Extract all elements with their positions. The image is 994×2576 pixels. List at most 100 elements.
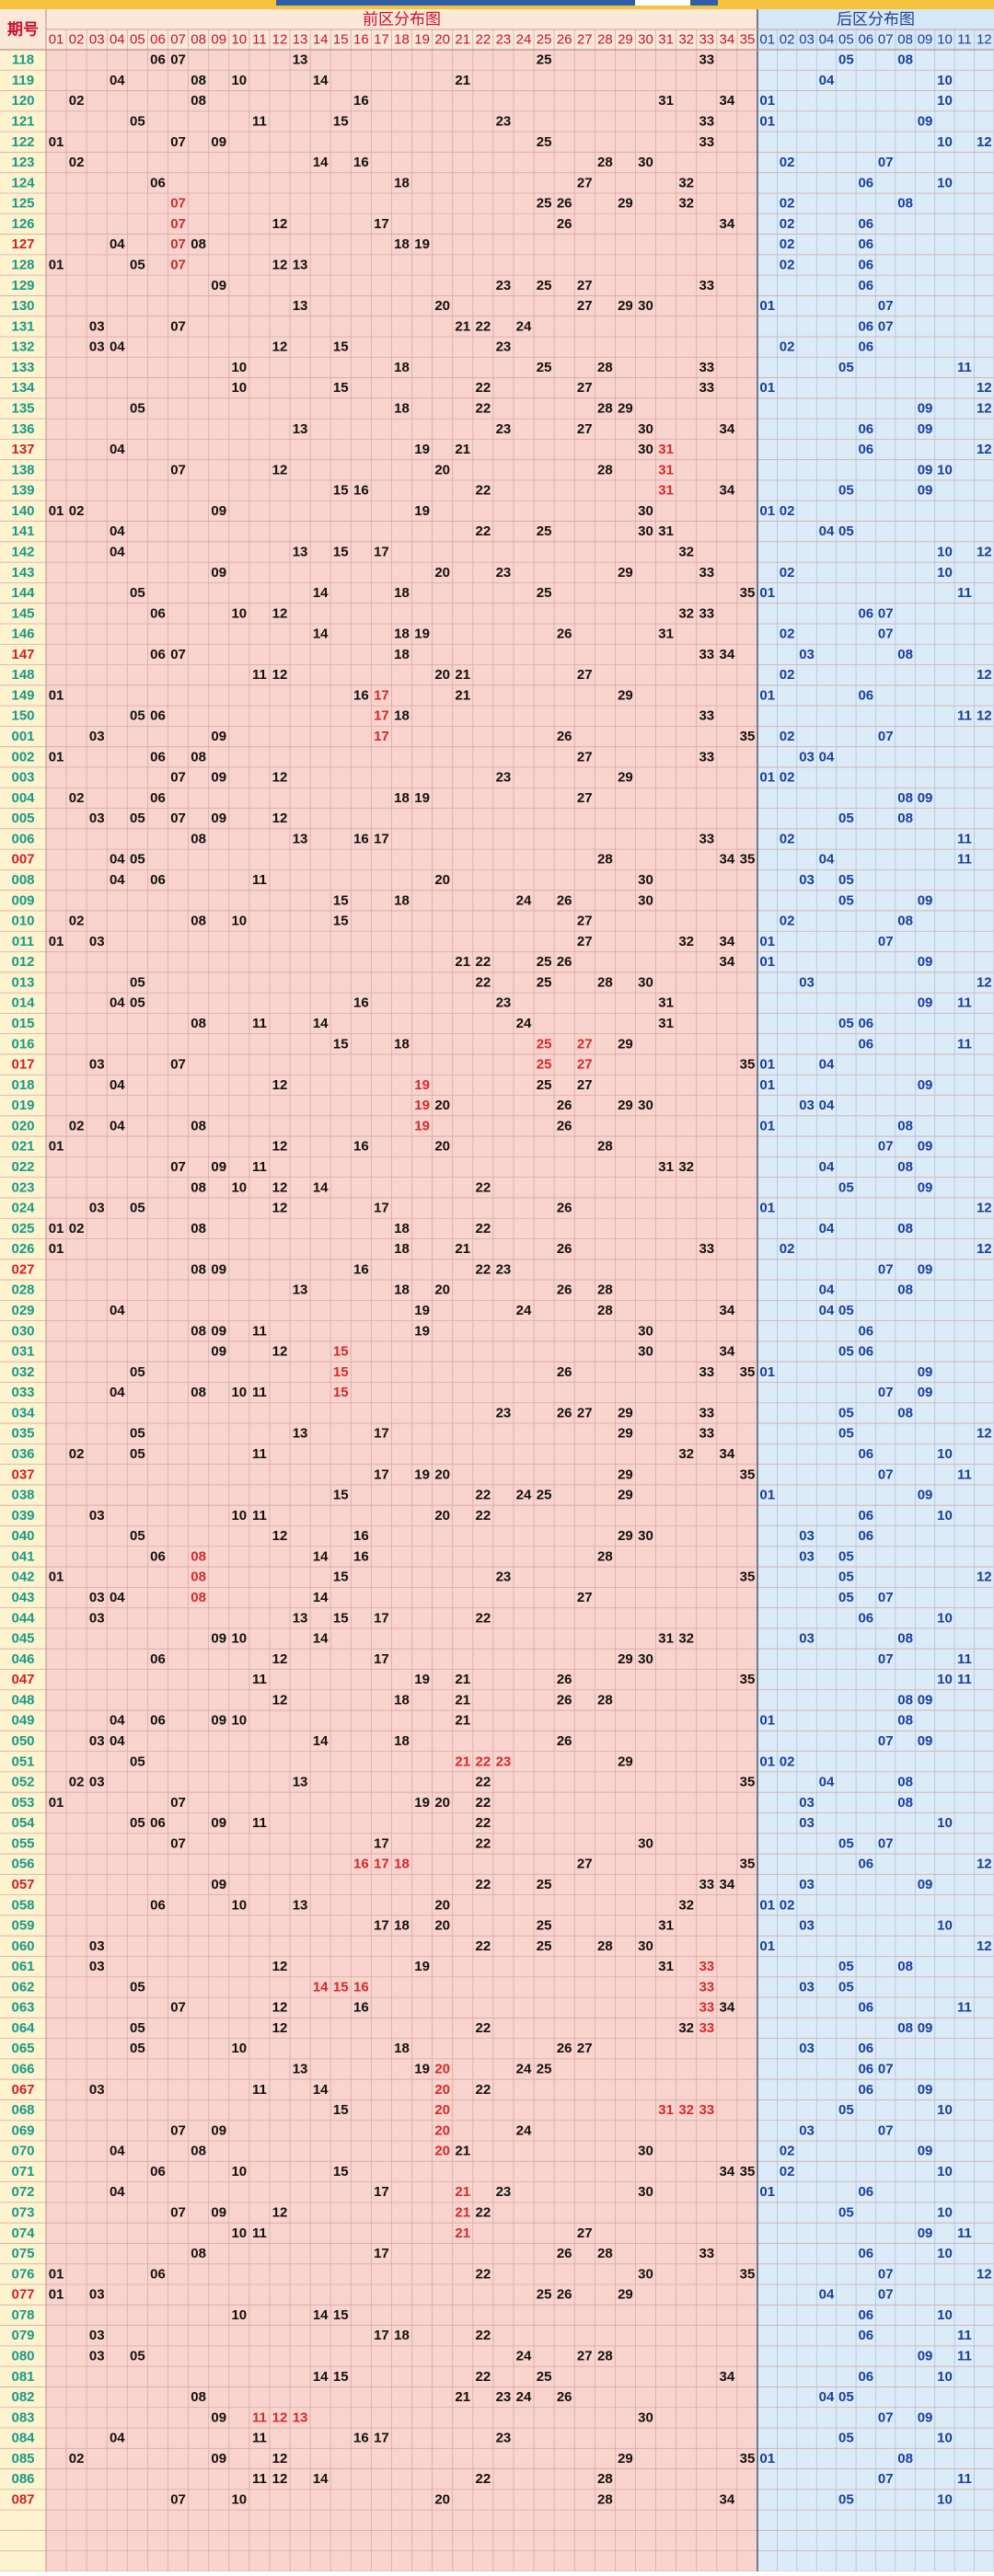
front-number: 06	[150, 647, 166, 662]
front-number: 20	[434, 1795, 450, 1811]
back-number: 12	[977, 442, 992, 457]
front-number: 33	[699, 1426, 714, 1442]
back-number: 12	[977, 708, 992, 724]
front-number: 21	[455, 1672, 470, 1687]
front-number: 01	[49, 1795, 64, 1811]
front-number: 18	[394, 175, 410, 190]
back-number: 01	[759, 1364, 775, 1380]
front-number: 02	[69, 1221, 85, 1236]
front-number: 15	[333, 2369, 349, 2385]
back-number: 11	[957, 2328, 972, 2343]
front-number: 27	[577, 2225, 593, 2241]
issue-number: 149	[11, 687, 34, 703]
front-number: 20	[434, 1282, 450, 1298]
front-number: 33	[699, 360, 714, 375]
front-number: 23	[496, 278, 512, 293]
front-number: 02	[69, 1775, 85, 1790]
front-number: 26	[557, 2389, 572, 2405]
issue-number: 026	[11, 1241, 34, 1257]
front-number: 30	[638, 1835, 653, 1851]
front-number: 32	[678, 1897, 694, 1913]
front-number: 13	[293, 421, 308, 437]
issue-number: 148	[11, 667, 34, 683]
front-number: 32	[678, 196, 694, 212]
front-number: 17	[374, 1918, 389, 1934]
front-number: 20	[434, 1918, 450, 1934]
back-number: 10	[937, 73, 953, 88]
front-number: 07	[170, 1159, 186, 1175]
front-number: 09	[211, 729, 226, 744]
back-number: 04	[819, 2287, 835, 2303]
back-number: 01	[759, 687, 775, 703]
back-number: 03	[799, 1877, 815, 1892]
front-number: 23	[496, 1261, 512, 1277]
back-number: 06	[858, 421, 873, 437]
back-number: 06	[858, 339, 873, 355]
back-number: 01	[759, 1754, 775, 1769]
front-number: 03	[89, 1733, 105, 1749]
front-number: 28	[597, 462, 613, 477]
front-number: 31	[658, 93, 674, 109]
back-number: 12	[977, 1857, 992, 1872]
front-number: 07	[170, 811, 186, 826]
back-column-label: 07	[878, 32, 894, 48]
front-number: 22	[475, 2328, 491, 2343]
front-number: 14	[313, 1590, 329, 1605]
front-number: 33	[699, 2020, 714, 2036]
front-number: 13	[293, 831, 308, 846]
front-column-label: 13	[293, 32, 308, 48]
front-number: 18	[394, 585, 410, 601]
issue-number: 082	[11, 2389, 34, 2405]
back-number: 06	[858, 605, 873, 621]
back-number: 03	[799, 1979, 815, 1995]
front-number: 29	[618, 2451, 633, 2467]
front-number: 34	[720, 2164, 735, 2179]
back-number: 06	[858, 442, 873, 457]
front-number: 31	[658, 1159, 674, 1175]
front-number: 18	[394, 790, 410, 806]
back-number: 03	[799, 647, 815, 662]
issue-number: 064	[11, 2020, 35, 2036]
front-number: 30	[638, 2409, 653, 2425]
back-number: 06	[858, 2328, 873, 2343]
front-number: 29	[618, 1528, 633, 1544]
front-column-label: 19	[414, 32, 430, 48]
front-number: 10	[231, 2307, 247, 2323]
front-number: 11	[252, 1385, 267, 1400]
back-number: 07	[878, 2409, 894, 2425]
front-column-label: 12	[272, 32, 288, 48]
back-number: 07	[878, 318, 894, 334]
front-number: 08	[191, 1323, 206, 1339]
back-number: 12	[977, 544, 992, 559]
front-number: 19	[414, 790, 430, 806]
back-number: 06	[858, 278, 873, 293]
front-number: 12	[272, 2451, 288, 2467]
back-number: 12	[977, 667, 992, 683]
issue-number: 018	[11, 1077, 34, 1093]
front-number: 07	[170, 1835, 186, 1851]
back-number: 11	[957, 2471, 972, 2487]
back-number: 09	[918, 1488, 933, 1503]
front-number: 07	[170, 2000, 186, 2016]
back-number: 06	[858, 1036, 873, 1052]
front-number: 28	[597, 852, 613, 868]
front-number: 06	[150, 2164, 166, 2179]
front-number: 15	[333, 2102, 349, 2118]
front-number: 30	[638, 503, 653, 519]
front-number: 16	[353, 93, 369, 109]
front-number: 12	[272, 2205, 288, 2221]
issue-number: 063	[11, 2000, 34, 2016]
front-number: 27	[577, 1077, 593, 1093]
front-number: 28	[597, 1692, 613, 1708]
front-number: 27	[577, 2349, 593, 2364]
back-number: 06	[858, 1016, 873, 1031]
front-number: 35	[740, 852, 756, 868]
front-number: 05	[130, 2041, 145, 2056]
front-number: 16	[353, 1857, 369, 1872]
front-number: 28	[597, 2492, 613, 2508]
front-number: 26	[557, 1282, 572, 1298]
front-number: 10	[231, 914, 247, 929]
front-number: 27	[577, 421, 593, 437]
issue-number: 031	[11, 1344, 34, 1360]
